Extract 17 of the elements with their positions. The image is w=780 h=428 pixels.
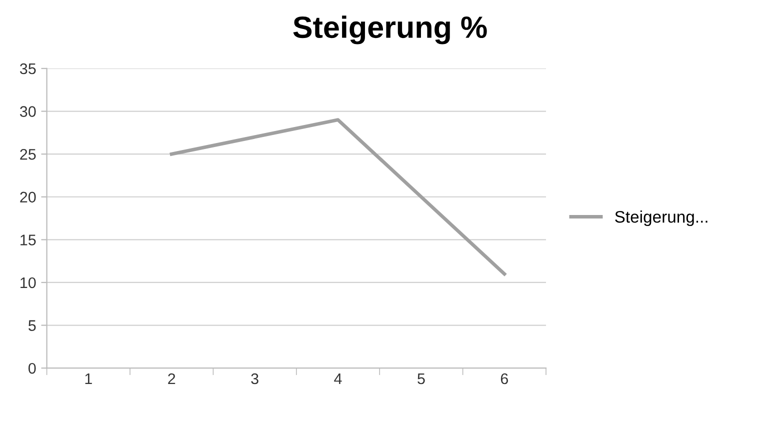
legend-label: Steigerung... — [615, 210, 708, 226]
y-tick-label: 20 — [20, 192, 36, 203]
x-tick-label: 4 — [334, 374, 342, 384]
x-tick-label: 2 — [168, 373, 176, 384]
y-tick-label: 15 — [20, 234, 36, 246]
y-tick-label: 10 — [20, 277, 36, 288]
y-tick-label: 25 — [20, 148, 36, 160]
line-series — [170, 118, 506, 276]
x-tick-label: 1 — [85, 374, 92, 384]
y-tick-label: 30 — [20, 106, 36, 117]
chart-title: Steigerung % — [293, 16, 487, 44]
y-tick-label: 0 — [28, 362, 36, 374]
x-tick-label: 5 — [418, 374, 425, 384]
x-tick-label: 6 — [500, 373, 508, 384]
x-tick-label: 3 — [251, 373, 258, 384]
y-tick-label: 5 — [28, 320, 36, 331]
y-tick-label: 35 — [20, 63, 36, 74]
